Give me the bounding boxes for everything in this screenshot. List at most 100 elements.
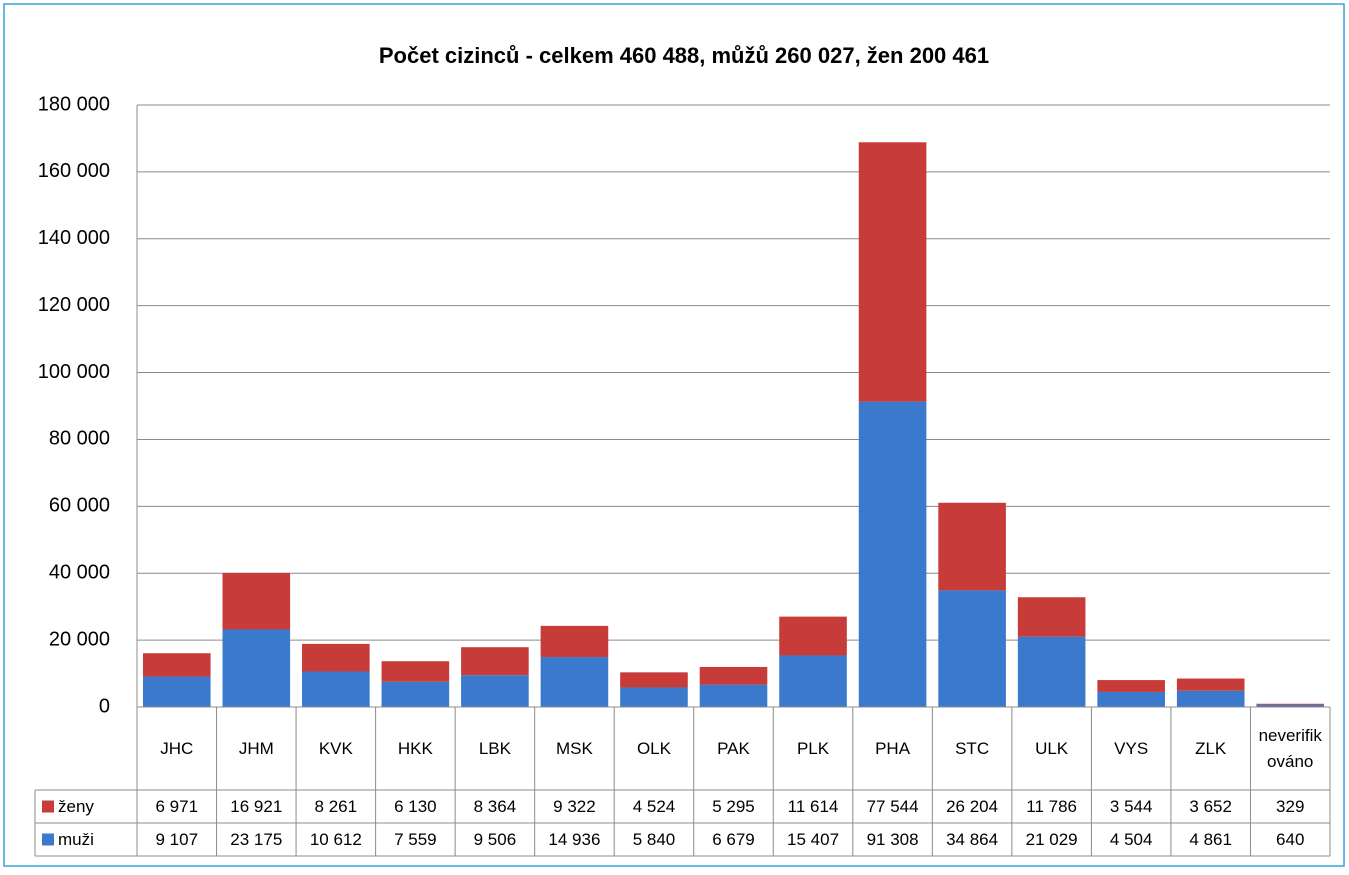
chart-title: Počet cizinců - celkem 460 488, můžů 260… bbox=[379, 43, 989, 68]
y-tick-label: 140 000 bbox=[38, 227, 110, 249]
bar bbox=[1017, 636, 1086, 707]
x-tick-label: ULK bbox=[1035, 738, 1069, 758]
bar bbox=[1097, 680, 1165, 692]
category-cell: MSK bbox=[556, 738, 593, 758]
y-tick-label: 0 bbox=[99, 695, 110, 717]
category-cell: OLK bbox=[636, 738, 671, 758]
x-tick-label: OLK bbox=[636, 738, 671, 758]
category-cell: PLK bbox=[796, 738, 830, 758]
bar bbox=[1017, 597, 1086, 637]
table-value: 91 308 bbox=[867, 830, 919, 849]
table-value: 11 786 bbox=[1026, 797, 1077, 816]
x-tick-label: PLK bbox=[796, 738, 830, 758]
chart-frame bbox=[3, 3, 1345, 867]
category-cell: ZLK bbox=[1195, 738, 1227, 758]
x-tick-label: JHM bbox=[238, 738, 274, 758]
table-value: 9 322 bbox=[553, 797, 596, 816]
y-tick-label: 40 000 bbox=[49, 562, 110, 584]
bar bbox=[779, 616, 847, 656]
bar bbox=[1256, 704, 1325, 707]
table-value: 640 bbox=[1276, 830, 1304, 849]
table-value: 4 861 bbox=[1189, 830, 1232, 849]
category-cell: PAK bbox=[717, 738, 750, 758]
category-cell: STC bbox=[955, 738, 990, 758]
table-value: 23 175 bbox=[230, 830, 282, 849]
table-value: 4 524 bbox=[633, 797, 676, 816]
x-tick-label: neverifikováno bbox=[1258, 725, 1322, 771]
category-cell: JHC bbox=[160, 739, 193, 758]
bar bbox=[620, 687, 688, 707]
table-value: 4 504 bbox=[1110, 830, 1153, 849]
bar bbox=[302, 671, 370, 707]
table-value: 5 295 bbox=[712, 797, 755, 816]
bar bbox=[222, 629, 291, 707]
table-value: 16 921 bbox=[230, 797, 282, 816]
table-value: 6 130 bbox=[394, 797, 437, 816]
x-tick-label: PAK bbox=[717, 738, 750, 758]
x-tick-label: MSK bbox=[556, 738, 593, 758]
category-cell: KVK bbox=[318, 738, 353, 758]
bar bbox=[1097, 691, 1165, 707]
y-tick-label: 120 000 bbox=[38, 294, 110, 316]
table-value: 21 029 bbox=[1026, 830, 1078, 849]
category-cell: VYS bbox=[1114, 738, 1149, 758]
table-value: 329 bbox=[1276, 797, 1304, 816]
bar bbox=[461, 647, 529, 676]
table-value: 26 204 bbox=[946, 797, 998, 816]
x-tick-label: HKK bbox=[397, 738, 433, 758]
category-cell: HKK bbox=[397, 738, 433, 758]
legend-label: muži bbox=[58, 830, 94, 849]
bar bbox=[381, 661, 450, 682]
legend-swatch bbox=[42, 833, 54, 846]
bar bbox=[381, 681, 450, 707]
table-value: 6 679 bbox=[712, 830, 755, 849]
y-tick-label: 80 000 bbox=[49, 428, 110, 450]
bar bbox=[461, 675, 529, 707]
bar bbox=[938, 502, 1006, 591]
y-tick-label: 20 000 bbox=[49, 628, 110, 650]
bar bbox=[938, 590, 1006, 707]
category-cell: neverifikováno bbox=[1258, 725, 1322, 771]
table-value: 9 107 bbox=[155, 830, 198, 849]
bar bbox=[779, 655, 847, 707]
category-cell: PHA bbox=[875, 738, 911, 758]
legend-label: ženy bbox=[58, 797, 94, 816]
category-cell: LBK bbox=[479, 739, 511, 758]
category-cell: ULK bbox=[1035, 738, 1069, 758]
x-tick-label: VYS bbox=[1114, 738, 1149, 758]
bar bbox=[1176, 690, 1245, 707]
x-tick-label: ZLK bbox=[1195, 738, 1227, 758]
x-tick-label: PHA bbox=[875, 738, 911, 758]
table-value: 5 840 bbox=[633, 830, 676, 849]
bar bbox=[540, 657, 609, 707]
bar bbox=[620, 672, 688, 688]
table-value: 6 971 bbox=[155, 797, 198, 816]
x-tick-label: STC bbox=[955, 738, 990, 758]
table-value: 10 612 bbox=[310, 830, 362, 849]
table-value: 8 364 bbox=[474, 797, 517, 816]
bar bbox=[858, 401, 927, 707]
bar bbox=[699, 666, 768, 685]
table-value: 14 936 bbox=[548, 830, 600, 849]
bar bbox=[1256, 703, 1325, 705]
table-value: 34 864 bbox=[946, 830, 998, 849]
bar bbox=[142, 653, 211, 677]
table-value: 3 652 bbox=[1189, 797, 1232, 816]
bar bbox=[142, 676, 211, 707]
y-tick-label: 60 000 bbox=[49, 495, 110, 517]
table-value: 9 506 bbox=[474, 830, 517, 849]
table-value: 3 544 bbox=[1110, 797, 1153, 816]
y-tick-label: 100 000 bbox=[38, 361, 110, 383]
bar bbox=[1176, 678, 1245, 691]
bar bbox=[222, 572, 291, 630]
category-cell: JHM bbox=[238, 738, 274, 758]
bar bbox=[699, 684, 768, 707]
bar bbox=[302, 643, 370, 672]
y-tick-label: 160 000 bbox=[38, 160, 110, 182]
x-tick-label: KVK bbox=[318, 738, 353, 758]
table-value: 77 544 bbox=[867, 797, 919, 816]
legend-swatch bbox=[42, 800, 54, 813]
bar bbox=[540, 625, 609, 658]
table-value: 7 559 bbox=[394, 830, 437, 849]
